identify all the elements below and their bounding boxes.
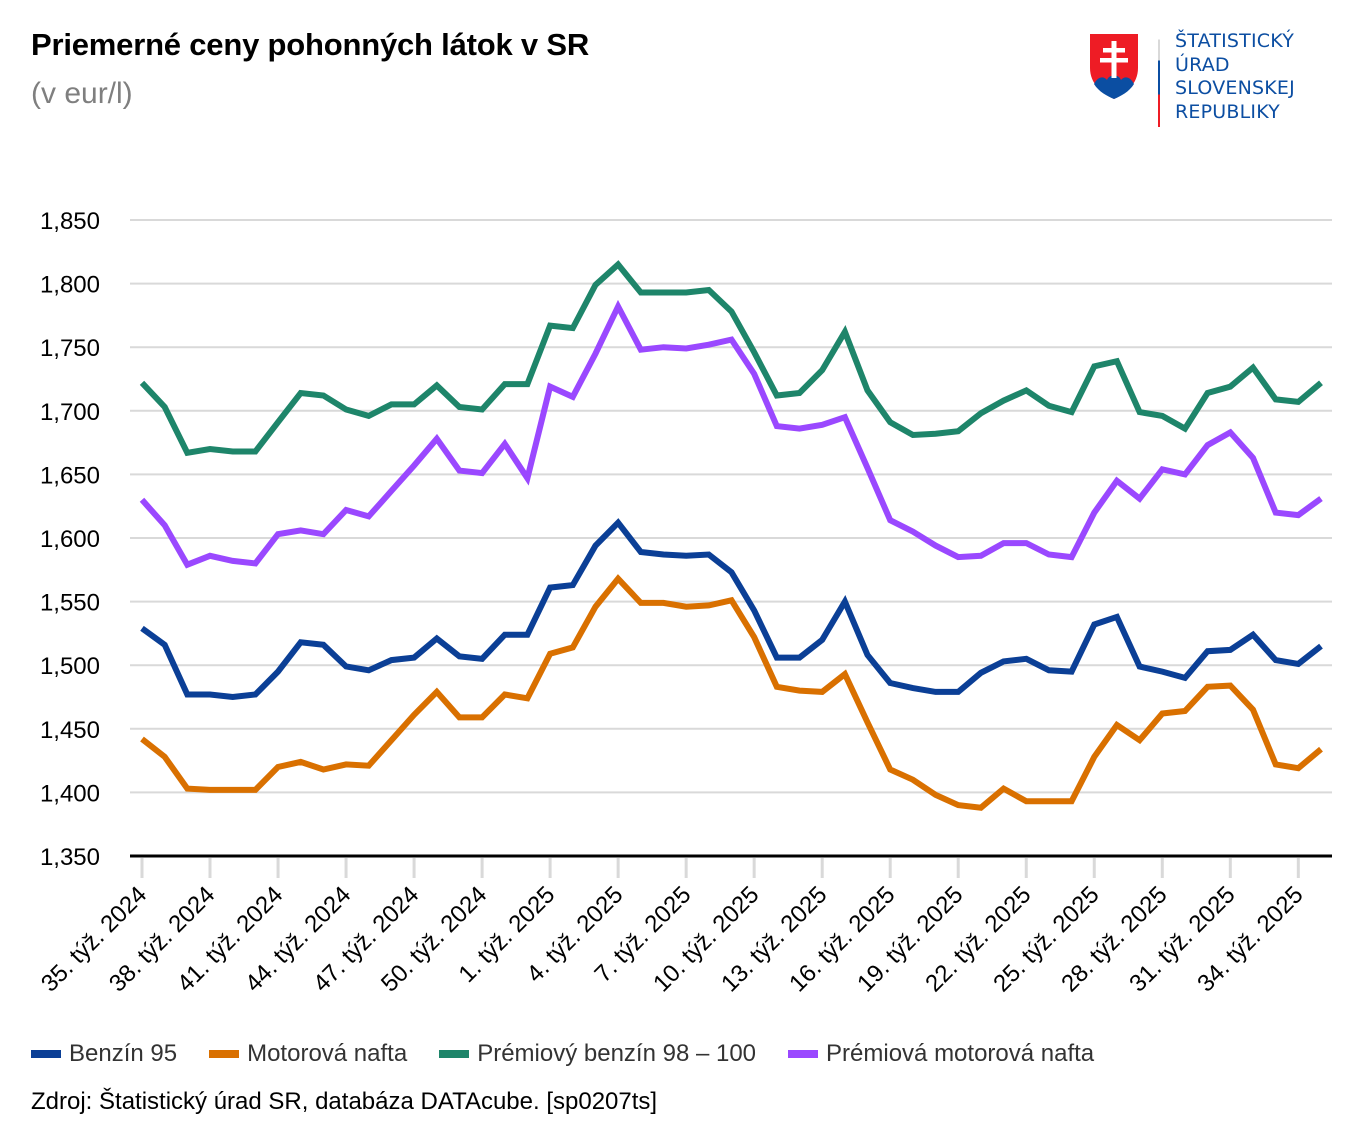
chart-legend: Benzín 95 Motorová nafta Prémiový benzín…	[31, 1040, 1126, 1068]
logo-text: ŠTATISTICKÝ ÚRAD SLOVENSKEJ REPUBLIKY	[1175, 30, 1295, 124]
y-tick-label: 1,450	[40, 717, 100, 744]
legend-swatch	[209, 1050, 240, 1058]
legend-item-benzin-95: Benzín 95	[31, 1040, 177, 1068]
y-tick-label: 1,750	[40, 335, 100, 362]
logo-line: SLOVENSKEJ	[1175, 77, 1295, 99]
legend-swatch	[788, 1050, 819, 1058]
legend-label: Benzín 95	[69, 1040, 178, 1067]
series-line-pr-miov-benz-n-98-100	[139, 260, 1323, 457]
y-tick-label: 1,850	[40, 208, 100, 235]
y-tick-label: 1,600	[40, 526, 100, 553]
series-line-benz-n-95	[140, 518, 1323, 701]
legend-item-premiova-nafta: Prémiová motorová nafta	[788, 1040, 1094, 1068]
series-line-pr-miov-motorov-nafta	[139, 299, 1323, 569]
chart-title: Priemerné ceny pohonných látok v SR	[31, 27, 590, 62]
legend-item-premiovy-benzin: Prémiový benzín 98 – 100	[439, 1040, 756, 1068]
y-tick-label: 1,700	[40, 399, 100, 426]
logo-line: ŠTATISTICKÝ	[1175, 30, 1295, 52]
coat-of-arms-icon	[1090, 34, 1138, 99]
logo-divider	[1158, 32, 1160, 127]
legend-item-motorova-nafta: Motorová nafta	[209, 1040, 407, 1068]
chart-subtitle: (v eur/l)	[31, 77, 133, 110]
source-note: Zdroj: Štatistický úrad SR, databáza DAT…	[31, 1088, 658, 1115]
y-tick-label: 1,650	[40, 462, 100, 489]
statistical-office-logo: ŠTATISTICKÝ ÚRAD SLOVENSKEJ REPUBLIKY	[1088, 30, 1328, 130]
y-tick-label: 1,350	[40, 844, 100, 871]
y-tick-label: 1,800	[40, 272, 100, 299]
logo-line: REPUBLIKY	[1175, 100, 1280, 123]
y-tick-label: 1,500	[40, 653, 100, 680]
legend-label: Motorová nafta	[247, 1040, 408, 1067]
legend-swatch	[439, 1050, 470, 1058]
logo-line: ÚRAD	[1175, 53, 1230, 76]
line-chart: 1,350 1,400 1,450 1,500 1,550 1,600 1,650 1,700…	[36, 208, 1332, 997]
y-tick-label: 1,400	[40, 780, 100, 807]
y-tick-label: 1,550	[40, 590, 100, 617]
legend-swatch	[31, 1050, 61, 1058]
legend-label: Prémiová motorová nafta	[826, 1040, 1095, 1067]
series-line-motorov-nafta	[140, 574, 1323, 811]
legend-label: Prémiový benzín 98 – 100	[477, 1040, 757, 1067]
